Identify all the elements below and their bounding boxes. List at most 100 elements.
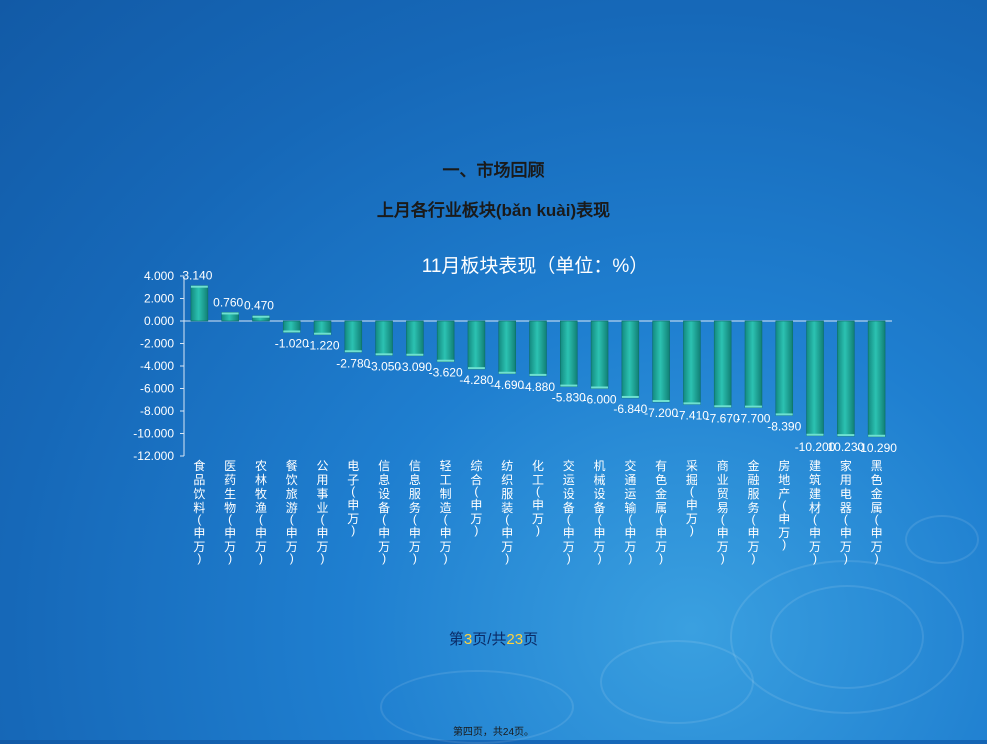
bar-cap [837, 434, 855, 437]
value-label: -4.280 [459, 373, 493, 387]
y-tick-label: -10.000 [133, 427, 174, 441]
bar [775, 320, 794, 416]
page-suffix: 页 [523, 631, 539, 648]
bar-cap [683, 402, 701, 405]
slide-subtitle: 上月各行业板块(bǎn kuài)表现 [376, 201, 611, 220]
value-label: -3.620 [429, 366, 463, 380]
value-label: -10.290 [856, 441, 897, 455]
bar [406, 320, 424, 357]
category-label: 房地产(申万) [778, 458, 790, 551]
chart-title: 11月板块表现（单位：%） [422, 255, 649, 277]
category-label: 食品饮料(申万) [193, 458, 205, 565]
decor-ripple-1 [730, 560, 964, 714]
category-label: 电子(申万) [347, 459, 359, 537]
category-label: 信息服务(申万) [409, 459, 421, 565]
category-label: 餐饮旅游(申万) [286, 458, 298, 565]
value-label: -7.700 [736, 412, 770, 426]
category-label: 公用事业(申万) [317, 459, 329, 565]
value-label: -10.200 [795, 440, 836, 454]
y-tick-label: -6.000 [140, 382, 174, 396]
value-label: -3.050 [367, 359, 401, 373]
bar-cap [498, 371, 516, 374]
page-middle: 页/共 [472, 631, 507, 648]
value-label: -1.020 [275, 336, 309, 350]
bar [529, 320, 547, 377]
value-label: -7.200 [644, 406, 678, 420]
y-tick-label: -8.000 [140, 404, 174, 418]
bar [560, 320, 578, 387]
y-tick-label: -2.000 [140, 337, 174, 351]
bar-cap [467, 367, 485, 370]
y-tick-label: 2.000 [144, 292, 174, 306]
value-label: -8.390 [767, 419, 801, 433]
category-label: 综合(申万) [470, 459, 482, 537]
category-label: 化工(申万) [532, 459, 544, 537]
category-label: 机械设备(申万) [594, 459, 606, 565]
y-tick-label: -12.000 [133, 449, 174, 463]
bar-cap [745, 405, 762, 408]
category-label: 采掘(申万) [686, 459, 698, 537]
value-label: -4.690 [490, 378, 524, 392]
category-label: 轻工制造(申万) [440, 459, 452, 565]
decor-ripple-3 [600, 640, 754, 724]
bar [498, 320, 516, 375]
section-heading: 一、市场回顾 [442, 161, 545, 180]
bar [867, 320, 886, 438]
sector-bar-chart: 11月板块表现（单位：%） 4.000 2.000 0.000 -2.000 -4.00… [133, 255, 897, 565]
footer-note: 第四页，共24页。 [452, 727, 535, 738]
category-label: 建筑建材(申万) [809, 459, 821, 565]
bar [683, 320, 701, 405]
y-tick-label: 4.000 [144, 269, 174, 283]
value-label: -5.830 [552, 391, 586, 405]
bar [713, 320, 732, 408]
value-label: -2.780 [336, 356, 370, 370]
value-label: -6.000 [583, 393, 617, 407]
bar [590, 320, 609, 389]
bar-cap [621, 395, 639, 398]
bar [744, 320, 763, 408]
value-label: 3.140 [182, 269, 212, 283]
y-tick-label: 0.000 [144, 314, 174, 328]
category-label: 黑色金属(申万) [871, 459, 883, 565]
category-label: 有色金属(申万) [655, 459, 667, 565]
category-label: 交运设备(申万) [563, 458, 575, 565]
bar [806, 320, 824, 437]
category-label-layer: 食品饮料(申万) 医药生物(申万) 农林牧渔(申万) 餐饮旅游(申万) 公用事业(申万)… [193, 458, 882, 565]
category-label: 家用电器(申万) [840, 458, 852, 565]
bar-layer [190, 285, 886, 438]
value-label: 0.760 [213, 295, 243, 309]
bar-cap [775, 413, 793, 416]
bar-cap [652, 400, 670, 402]
y-tick-label: -4.000 [140, 359, 174, 373]
value-label: -1.220 [306, 339, 340, 353]
page-indicator: 第3页/共23页 [0, 628, 987, 649]
bar-cap [868, 434, 886, 437]
bar-cap [283, 330, 301, 333]
bar-cap [529, 373, 547, 376]
decor-ripple-2 [770, 585, 924, 689]
decor-ripple-5 [905, 515, 979, 564]
bar [436, 320, 455, 363]
bar-cap [375, 353, 393, 356]
category-label: 医药生物(申万) [224, 459, 236, 565]
page-prefix: 第 [448, 631, 464, 648]
category-label: 商业贸易(申万) [717, 458, 729, 565]
bar-cap [714, 405, 732, 408]
value-label: 0.470 [244, 299, 274, 313]
category-label: 农林牧渔(申万) [255, 459, 267, 565]
page-total: 23 [506, 631, 524, 648]
bar [621, 320, 640, 399]
bar [467, 320, 486, 370]
value-label: -4.880 [521, 380, 555, 394]
category-label: 金融服务(申万) [747, 458, 759, 565]
value-label: -3.090 [398, 360, 432, 374]
category-label: 交通运输(申万) [624, 458, 636, 565]
bar [375, 320, 393, 356]
bar-cap [314, 332, 331, 335]
bar-cap [252, 315, 270, 318]
bar [344, 320, 363, 353]
bar [190, 285, 209, 322]
bar-cap [806, 433, 824, 436]
bar-cap [344, 350, 362, 353]
